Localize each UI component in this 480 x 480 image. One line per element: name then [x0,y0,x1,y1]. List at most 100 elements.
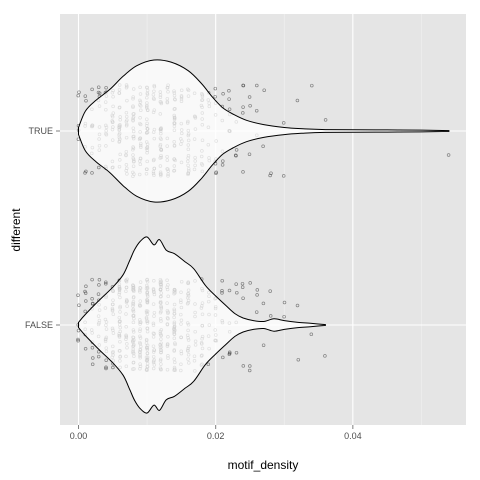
data-point [240,285,245,289]
data-point [241,170,245,174]
x-axis-title: motif_density [228,458,299,472]
data-point [227,350,232,354]
data-point [295,98,300,103]
y-tick-label: FALSE [25,320,53,330]
data-point [269,171,273,175]
data-point [221,355,225,360]
data-point [234,282,238,286]
data-point [233,153,238,158]
data-point [282,300,287,305]
data-point [248,281,252,285]
data-point [97,165,101,170]
data-point [310,83,314,88]
data-point [241,83,246,88]
x-tick-label: 0.02 [207,431,225,441]
data-point [76,293,80,297]
data-point [96,349,101,354]
data-point [220,278,224,283]
data-point [90,277,94,282]
data-point [83,289,87,294]
data-point [213,94,217,99]
data-point [295,303,300,308]
data-point [77,303,81,307]
data-point [255,83,259,88]
data-point [247,152,252,156]
data-point [76,93,80,98]
data-point [281,174,286,178]
data-point [446,153,451,157]
data-point [261,144,265,149]
data-point [83,309,87,314]
data-point [235,290,239,295]
data-point [96,292,101,296]
data-point [240,281,245,286]
data-point [221,92,225,96]
data-point [90,346,95,350]
violin-false [78,236,326,414]
data-point [247,368,252,373]
data-point [296,357,301,362]
data-point [83,347,88,351]
data-point [90,171,94,175]
data-point [84,98,88,103]
data-point [220,291,224,295]
data-point [309,332,314,337]
data-point [206,362,211,367]
data-point [282,314,286,319]
data-point [97,278,102,282]
data-point [262,88,266,92]
data-point [91,301,95,306]
data-point [241,105,245,109]
data-point [241,364,246,368]
data-point [84,299,88,303]
data-point [254,108,259,113]
y-axis: TRUE FALSE [25,126,60,330]
data-point [76,337,80,342]
data-point [254,310,259,314]
data-point [111,365,115,370]
data-point [220,163,225,167]
data-point [323,354,327,358]
data-point [104,366,108,371]
data-point [221,159,225,163]
x-tick-label: 0.04 [344,431,362,441]
data-point [77,90,81,94]
y-axis-title: different [9,208,23,252]
data-point [76,339,80,343]
data-point [268,314,273,318]
data-point [227,89,231,93]
data-point [84,284,88,289]
data-point [234,148,239,152]
data-point [83,171,87,175]
data-point [104,365,108,370]
violin-true [78,59,450,203]
data-point [241,111,245,115]
data-point [90,362,95,367]
data-point [83,94,88,98]
data-point [220,289,224,293]
data-point [214,171,218,175]
data-point [261,343,266,347]
data-point [247,95,252,99]
data-point [97,283,101,287]
data-point [255,293,259,297]
data-point [90,297,94,301]
violins [78,59,450,414]
data-point [227,288,232,293]
data-point [104,85,108,90]
data-point [96,354,101,359]
data-point [227,97,231,101]
x-tick-label: 0.00 [70,431,88,441]
data-point [323,118,328,122]
data-point [96,90,101,95]
data-point [281,121,286,125]
data-point [248,364,252,368]
data-point [96,85,101,89]
data-point [255,288,260,292]
data-point [268,289,272,293]
data-point [261,301,266,306]
x-axis: 0.00 0.02 0.04 [70,425,362,441]
data-point [228,351,232,356]
